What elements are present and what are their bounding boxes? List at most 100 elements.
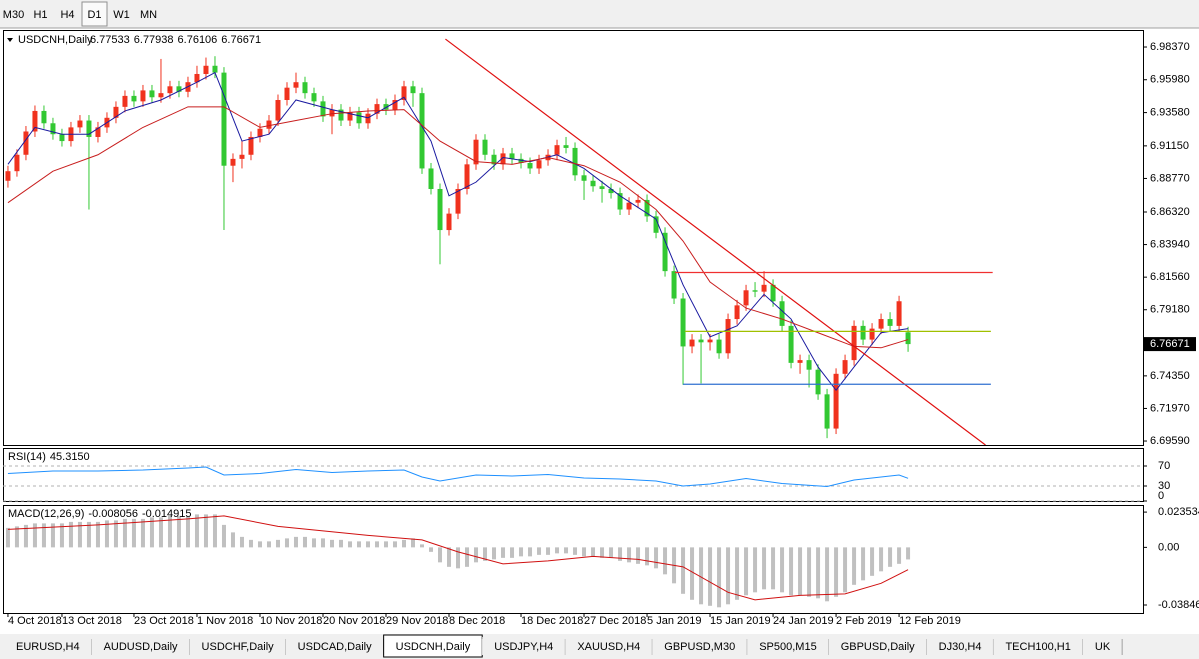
candle-body — [365, 113, 371, 124]
candle-body — [806, 360, 812, 370]
tab-label[interactable]: USDJPY,H4 — [494, 641, 553, 653]
timeframe-button[interactable]: D1 — [87, 9, 101, 21]
candle-body — [437, 188, 443, 231]
tab[interactable]: GBPUSD,M30 — [652, 637, 748, 655]
candle-body — [131, 95, 137, 102]
candle-body — [680, 298, 686, 347]
symbol-menu-arrow — [7, 38, 13, 42]
tab-label[interactable]: UK — [1095, 641, 1111, 653]
timeframe-button[interactable]: H4 — [60, 9, 74, 21]
macd-bar — [203, 514, 208, 548]
timeframe-button[interactable]: W1 — [113, 9, 130, 21]
macd-bar — [302, 536, 307, 548]
macd-bar — [888, 547, 893, 567]
tab[interactable]: EURUSD,H4 — [4, 637, 93, 655]
tab-shape[interactable] — [993, 637, 1083, 655]
candle-body — [734, 305, 740, 320]
candle-body — [248, 136, 254, 155]
macd-bar — [365, 541, 370, 548]
tab[interactable]: USDCNH,Daily — [383, 634, 483, 658]
tab-shape[interactable] — [91, 637, 190, 655]
macd-bar — [447, 547, 452, 567]
candle-body — [536, 160, 542, 169]
tab-label[interactable]: GBPUSD,Daily — [841, 641, 915, 653]
tab[interactable]: UK — [1082, 637, 1123, 655]
tab-shape[interactable] — [652, 637, 748, 655]
tab-label[interactable]: EURUSD,H4 — [16, 641, 80, 653]
macd-bar — [753, 547, 758, 593]
macd-bar — [546, 547, 551, 555]
tab-label[interactable]: USDCHF,Daily — [202, 641, 275, 653]
y-tick-label: 6.98370 — [1150, 41, 1190, 53]
macd-bar — [77, 521, 82, 548]
tab[interactable]: DJ30,H4 — [926, 637, 994, 655]
tab[interactable]: USDCHF,Daily — [189, 637, 287, 655]
x-tick-label: 24 Jan 2019 — [773, 615, 834, 627]
candle-body — [149, 90, 155, 98]
tab[interactable]: TECH100,H1 — [993, 637, 1084, 655]
timeframe-button[interactable]: M30 — [3, 9, 24, 21]
macd-bar — [492, 547, 497, 560]
tab-label[interactable]: TECH100,H1 — [1005, 641, 1070, 653]
tab[interactable]: USDCAD,Daily — [285, 637, 385, 655]
candle-body — [635, 199, 641, 203]
rsi-value: 45.3150 — [50, 451, 90, 463]
tab-label[interactable]: AUDUSD,Daily — [104, 641, 178, 653]
tab-label[interactable]: DJ30,H4 — [939, 641, 982, 653]
candle-body — [77, 120, 83, 128]
candle-body — [842, 360, 848, 374]
tab-shape[interactable] — [4, 637, 92, 655]
tab-label[interactable]: XAUUSD,H4 — [577, 641, 640, 653]
macd-bar — [320, 538, 325, 548]
timeframe-button[interactable]: MN — [140, 9, 157, 21]
macd-bar — [537, 547, 542, 555]
macd-bar — [564, 547, 569, 554]
x-tick-label: 10 Nov 2018 — [260, 615, 322, 627]
tab[interactable]: SP500,M15 — [747, 637, 830, 655]
ohlc-value: 6.77533 — [90, 34, 130, 46]
macd-bar — [654, 547, 659, 569]
candle-body — [5, 171, 11, 181]
tab[interactable]: GBPUSD,Daily — [828, 637, 928, 655]
candle-body — [194, 73, 200, 83]
timeframe-button[interactable]: H1 — [33, 9, 47, 21]
candle-body — [869, 328, 875, 340]
tab-label[interactable]: SP500,M15 — [759, 641, 816, 653]
candle-body — [833, 373, 839, 429]
macd-bar — [167, 515, 172, 548]
tab-label[interactable]: GBPUSD,M30 — [664, 641, 735, 653]
candle-body — [752, 290, 758, 292]
tab-shape[interactable] — [189, 637, 286, 655]
macd-bar — [528, 547, 533, 557]
x-tick-label: 20 Nov 2018 — [323, 615, 385, 627]
candle-body — [860, 325, 866, 340]
candle-body — [779, 301, 785, 326]
tab-shape[interactable] — [1082, 637, 1123, 655]
tab-label[interactable]: USDCNH,Daily — [396, 641, 471, 653]
tab-shape[interactable] — [285, 637, 384, 655]
tab-shape[interactable] — [482, 637, 566, 655]
tab-shape[interactable] — [926, 637, 994, 655]
macd-bar — [843, 547, 848, 593]
macd-bar — [411, 538, 416, 548]
candle-body — [113, 106, 119, 118]
tab-label[interactable]: USDCAD,Daily — [298, 641, 372, 653]
tab-shape[interactable] — [828, 637, 927, 655]
macd-bar — [158, 517, 163, 548]
macd-bar — [266, 541, 271, 548]
tab[interactable]: AUDUSD,Daily — [91, 637, 191, 655]
macd-bar — [645, 547, 650, 566]
tab[interactable]: XAUUSD,H4 — [565, 637, 653, 655]
tab[interactable]: USDJPY,H4 — [482, 637, 566, 655]
tab-shape[interactable] — [747, 637, 829, 655]
y-tick-label: 0 — [1158, 490, 1164, 502]
candle-body — [329, 109, 335, 117]
macd-bar — [50, 523, 55, 548]
chart-title: USDCNH,Daily — [18, 34, 93, 46]
tab-shape[interactable] — [565, 637, 653, 655]
y-tick-label: 6.91150 — [1150, 140, 1189, 152]
rsi-line — [7, 466, 909, 488]
macd-bar — [393, 541, 398, 548]
macd-bar — [627, 547, 632, 563]
macd-bar — [762, 547, 767, 590]
